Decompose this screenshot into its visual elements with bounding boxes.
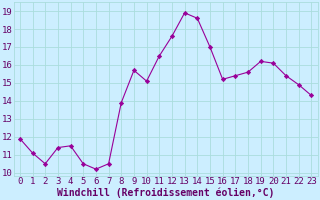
X-axis label: Windchill (Refroidissement éolien,°C): Windchill (Refroidissement éolien,°C)	[57, 187, 274, 198]
